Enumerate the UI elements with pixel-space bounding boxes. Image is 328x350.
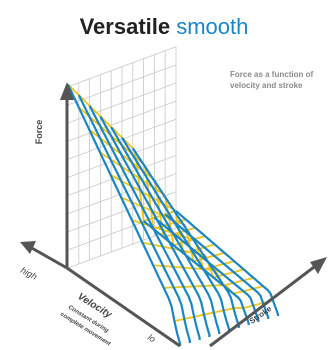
stroke-curves-yellow [67, 83, 274, 322]
stroke-curve [131, 219, 235, 271]
annotation-text: Force as a function of velocity and stro… [230, 70, 314, 90]
velocity-axis [29, 245, 68, 270]
velocity-curve [88, 105, 201, 340]
velocity-curve [142, 220, 250, 325]
velocity-curves-blue [67, 84, 280, 346]
force-axis-arrow [60, 82, 74, 100]
velocity-axis-arrow [20, 241, 36, 254]
title-accent: smooth [176, 14, 249, 39]
diagram-title: Versatile smooth [0, 14, 328, 40]
velocity-curve [110, 126, 221, 334]
stroke-axis-right [209, 262, 319, 348]
velocity-curve [77, 94, 191, 343]
stroke-axis [66, 266, 181, 348]
velocity-high-label: high [19, 265, 39, 282]
back-wall-grid [67, 46, 177, 269]
velocity-curve [67, 84, 182, 346]
velocity-curve [121, 137, 231, 331]
velocity-curve [175, 210, 280, 316]
title-bold: Versatile [79, 14, 171, 39]
velocity-low-label: lo [146, 332, 157, 344]
force-axis-label: Force [34, 120, 44, 145]
velocity-curve [153, 216, 260, 322]
stroke-axis-arrow [310, 257, 327, 274]
velocity-curve [164, 213, 270, 319]
